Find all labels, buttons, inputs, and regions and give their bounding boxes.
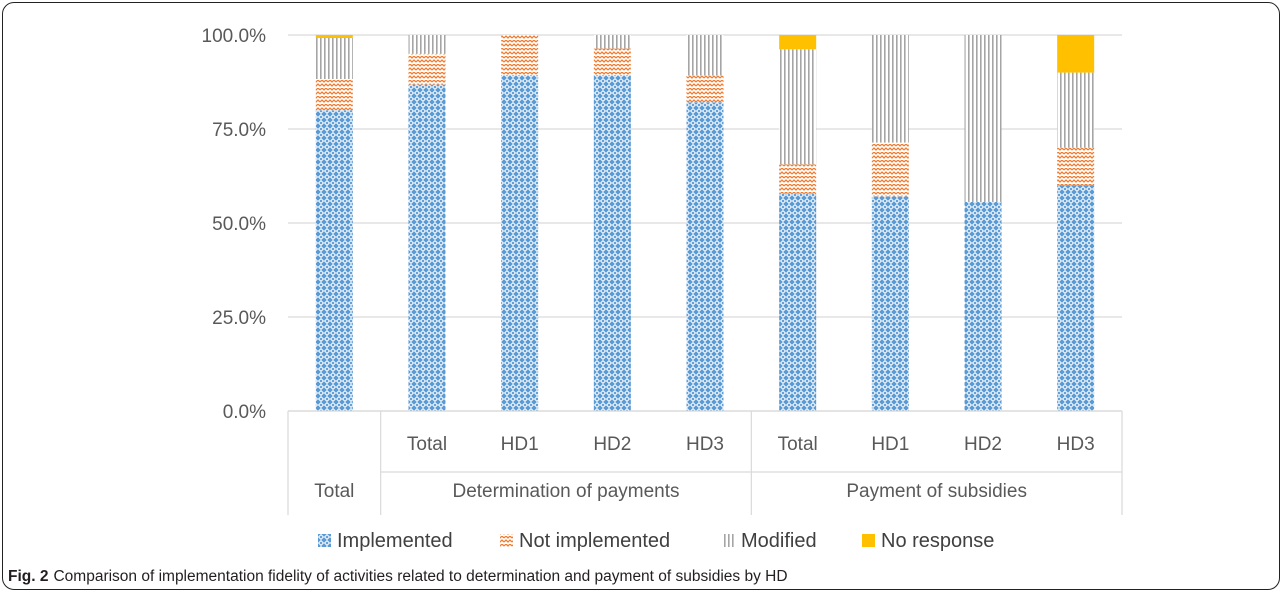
bar-segment-modified [593, 35, 631, 49]
bar-segment-no-response [1057, 35, 1095, 73]
y-tick-label: 100.0% [202, 26, 267, 47]
bar-segment-modified [871, 35, 909, 143]
y-tick-label: 0.0% [223, 402, 266, 423]
x-tick-label: HD2 [964, 434, 1002, 455]
x-tick-label: Total [778, 434, 818, 455]
legend-label-modified: Modified [741, 530, 817, 552]
y-tick-label: 50.0% [212, 214, 266, 235]
bar-segment-not-implemented [593, 48, 631, 76]
bar-segment-implemented [964, 201, 1002, 411]
caption-text: Comparison of implementation fidelity of… [53, 568, 788, 585]
bar-segment-implemented [779, 193, 817, 411]
legend-label-no-response: No response [881, 530, 994, 552]
bar-segment-implemented [871, 196, 909, 411]
x-tick-label: HD3 [686, 434, 724, 455]
group-label: Payment of subsidies [846, 481, 1027, 502]
bar-segment-not-implemented [501, 35, 539, 76]
figure-caption: Fig. 2 Comparison of implementation fidel… [8, 568, 788, 586]
bar-segment-modified [686, 35, 724, 76]
bar-segment-implemented [1057, 185, 1095, 411]
bars-layer [315, 35, 1095, 412]
bar-segment-no-response [315, 35, 353, 39]
bar-segment-not-implemented [779, 164, 817, 194]
bar-segment-modified [408, 35, 446, 54]
y-tick-label: 25.0% [212, 308, 266, 329]
y-tick-label: 75.0% [212, 120, 266, 141]
x-tick-label: HD1 [501, 434, 539, 455]
bar-segment-implemented [593, 75, 631, 412]
legend-swatch-modified [722, 534, 735, 547]
bar-segment-implemented [408, 84, 446, 411]
legend-swatch-no-response [862, 534, 875, 547]
bar-segment-not-implemented [871, 142, 909, 197]
legend: Implemented Not implemented Modified No res… [318, 530, 994, 552]
legend-swatch-not-implemented [500, 534, 513, 547]
x-tick-label: HD1 [871, 434, 909, 455]
axis-layer: 0.0% 25.0% 50.0% 75.0% 100.0% Total HD1 HD2 HD3 T… [202, 26, 1123, 515]
bar-segment-modified [315, 38, 353, 79]
bar-segment-not-implemented [1057, 147, 1095, 186]
x-tick-label: HD3 [1057, 434, 1095, 455]
legend-swatch-implemented [318, 534, 331, 547]
bar-segment-implemented [686, 102, 724, 411]
bar-segment-not-implemented [315, 78, 353, 111]
bar-segment-implemented [315, 110, 353, 411]
bar-segment-modified [1057, 72, 1095, 148]
group-label: Total [314, 481, 354, 502]
x-tick-label: Total [407, 434, 447, 455]
x-tick-label: HD2 [593, 434, 631, 455]
bar-segment-no-response [779, 35, 817, 50]
bar-segment-not-implemented [408, 53, 446, 85]
caption-label: Fig. 2 [8, 568, 49, 585]
bar-segment-modified [964, 35, 1002, 202]
legend-label-not-implemented: Not implemented [519, 530, 670, 552]
bar-segment-modified [779, 49, 817, 165]
group-label: Determination of payments [452, 481, 679, 502]
bar-segment-implemented [501, 75, 539, 412]
legend-label-implemented: Implemented [337, 530, 453, 552]
bar-segment-not-implemented [686, 75, 724, 103]
